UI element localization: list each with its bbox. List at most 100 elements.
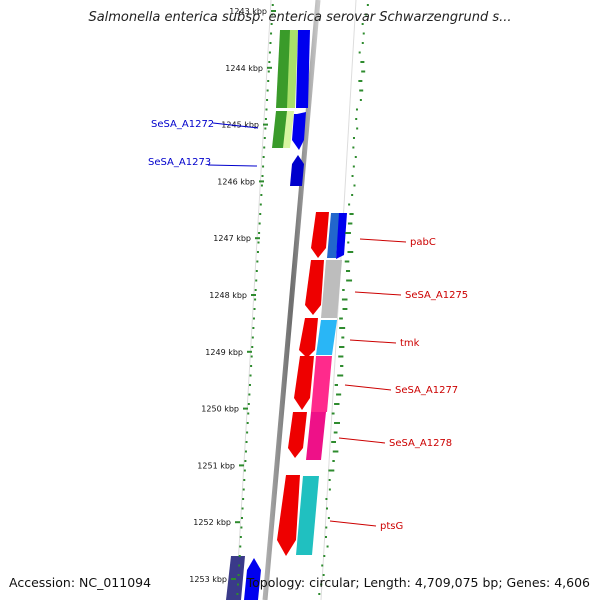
gc-dot-left (259, 213, 262, 215)
gc-dot-left (262, 156, 265, 158)
gc-dot-left (258, 232, 261, 234)
gc-dot-left (271, 4, 274, 6)
gc-dot-left (238, 555, 241, 557)
gc-dot-left (263, 146, 266, 149)
gc-dot-right (359, 99, 362, 101)
gc-dot-right (344, 260, 350, 263)
gene-label-pabC[interactable]: pabC (410, 237, 436, 248)
gc-dot-right (361, 70, 366, 73)
gc-dot-left (238, 564, 241, 567)
gc-dot-right (332, 450, 339, 453)
gc-dot-right (360, 61, 365, 63)
gc-dot-right (318, 593, 321, 595)
gc-dot-left (265, 108, 268, 111)
gc-dot-left (240, 517, 243, 519)
label-leader-line (207, 164, 258, 167)
gc-dot-left (259, 203, 262, 206)
gc-dot-right (354, 156, 357, 158)
gene-feature (288, 412, 307, 458)
gc-dot-right (365, 13, 368, 16)
gene-feature (290, 155, 304, 186)
gc-dot-left (260, 184, 263, 187)
gene-label-tmk[interactable]: tmk (400, 338, 420, 349)
gc-dot-right (328, 479, 331, 481)
gc-dot-left (251, 346, 254, 348)
map-title: Salmonella enterica subsp. enterica sero… (88, 10, 512, 25)
gc-dot-right (351, 175, 354, 177)
label-leader-line (359, 238, 407, 243)
gene-feature (316, 320, 337, 355)
gene-feature (311, 356, 332, 412)
tick-label: 1244 kbp (225, 64, 263, 73)
gc-dot-right (349, 213, 354, 215)
gene-feature (336, 213, 347, 259)
gc-dot-left (262, 165, 265, 168)
gc-dot-right (326, 545, 329, 548)
gc-dot-left (242, 498, 245, 500)
gc-dot-left (240, 526, 243, 529)
gc-dot-left (258, 222, 261, 225)
tick-label: 1253 kbp (189, 575, 227, 584)
tick-label: 1252 kbp (193, 518, 231, 527)
gc-dot-left (255, 270, 258, 272)
gc-dot-right (353, 184, 356, 187)
gc-dot-left (255, 279, 258, 282)
gc-dot-left (248, 393, 251, 396)
gc-dot-right (336, 393, 342, 396)
gene-label-SeSA_A1273[interactable]: SeSA_A1273 (148, 157, 211, 168)
gc-dot-left (256, 251, 259, 253)
gc-dot-left (250, 355, 253, 358)
gene-feature (283, 111, 294, 148)
tick-label: 1248 kbp (209, 291, 247, 300)
gc-dot-right (325, 526, 328, 529)
gc-dot-right (321, 564, 324, 567)
gc-dot-right (339, 346, 345, 348)
gc-dot-left (269, 42, 272, 44)
gc-dot-right (352, 137, 355, 139)
gene-label-ptsG[interactable]: ptsG (380, 521, 403, 532)
gc-dot-right (339, 317, 343, 320)
gc-dot-left (264, 118, 267, 120)
gc-dot-right (355, 108, 358, 111)
gc-dot-right (352, 146, 355, 149)
gene-feature (305, 260, 324, 315)
gc-dot-left (242, 488, 245, 491)
gc-dot-right (341, 336, 345, 339)
gene-label-SeSA_A1278[interactable]: SeSA_A1278 (389, 438, 452, 449)
accession-text: Accession: NC_011094 (9, 575, 152, 590)
gc-dot-left (268, 61, 271, 63)
gc-dot-right (334, 403, 340, 405)
gene-label-SeSA_A1272[interactable]: SeSA_A1272 (151, 119, 214, 130)
gc-dot-right (348, 203, 351, 206)
gc-dot-left (250, 365, 253, 367)
gc-dot-left (263, 137, 266, 139)
gc-dot-right (325, 507, 328, 510)
gc-dot-right (358, 80, 363, 82)
gc-dot-right (334, 422, 340, 424)
topology-text: Topology: circular; Length: 4,709,075 bp… (246, 575, 590, 590)
gene-feature (296, 476, 319, 555)
gc-dot-right (331, 441, 337, 443)
label-leader-line (338, 437, 386, 444)
gene-label-SeSA_A1277[interactable]: SeSA_A1277 (395, 385, 458, 396)
gene-block-red (277, 212, 347, 556)
gc-dot-right (355, 118, 358, 120)
gene-feature (287, 30, 298, 108)
label-leader-line (212, 122, 259, 129)
gc-dots (236, 4, 369, 595)
gc-dot-left (237, 574, 240, 576)
gc-dot-right (356, 127, 359, 130)
gc-dot-left (249, 374, 252, 377)
gc-dot-right (332, 460, 335, 462)
gene-label-SeSA_A1275[interactable]: SeSA_A1275 (405, 290, 468, 301)
gc-dot-left (264, 127, 267, 130)
gc-dot-right (339, 327, 346, 329)
gc-dot-left (256, 260, 259, 263)
gc-dot-left (252, 317, 255, 320)
gc-dot-right (347, 241, 350, 244)
gc-dot-right (340, 365, 344, 367)
gc-dot-right (345, 270, 351, 272)
gc-dot-right (325, 498, 328, 500)
gc-dot-right (328, 488, 331, 491)
